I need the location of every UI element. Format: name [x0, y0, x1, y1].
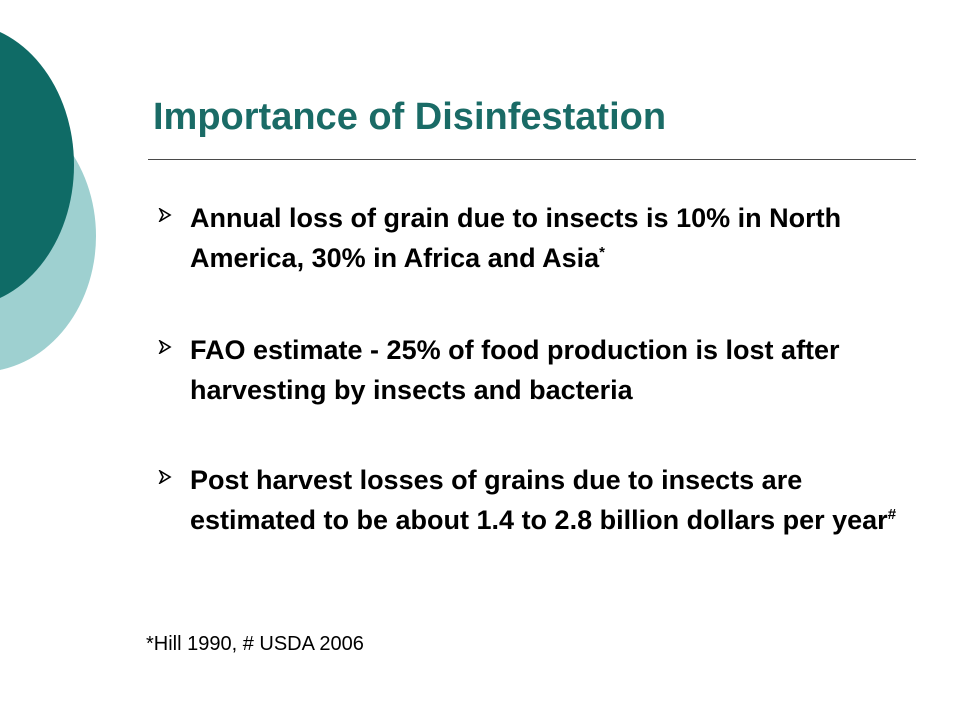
dark-teal-shape [0, 32, 74, 298]
bullet-text: Annual loss of grain due to insects is 1… [190, 198, 900, 278]
arrowhead-bullet-icon [158, 470, 172, 484]
bullet-text: Post harvest losses of grains due to ins… [190, 460, 900, 540]
bullet-label: FAO estimate - 25% of food production is… [190, 335, 840, 405]
bullet-superscript: * [599, 244, 606, 261]
footnote: *Hill 1990, # USDA 2006 [146, 633, 364, 655]
bullet-label: Post harvest losses of grains due to ins… [190, 465, 888, 535]
slide-decoration [0, 32, 96, 370]
bullet-label: Annual loss of grain due to insects is 1… [190, 203, 842, 273]
arrowhead-bullet-icon [158, 208, 172, 222]
title-divider [148, 159, 916, 160]
bullet-superscript: # [887, 506, 897, 523]
slide-title: Importance of Disinfestation [153, 96, 667, 138]
arrowhead-bullet-icon [158, 340, 172, 354]
bullet-text: FAO estimate - 25% of food production is… [190, 330, 900, 410]
